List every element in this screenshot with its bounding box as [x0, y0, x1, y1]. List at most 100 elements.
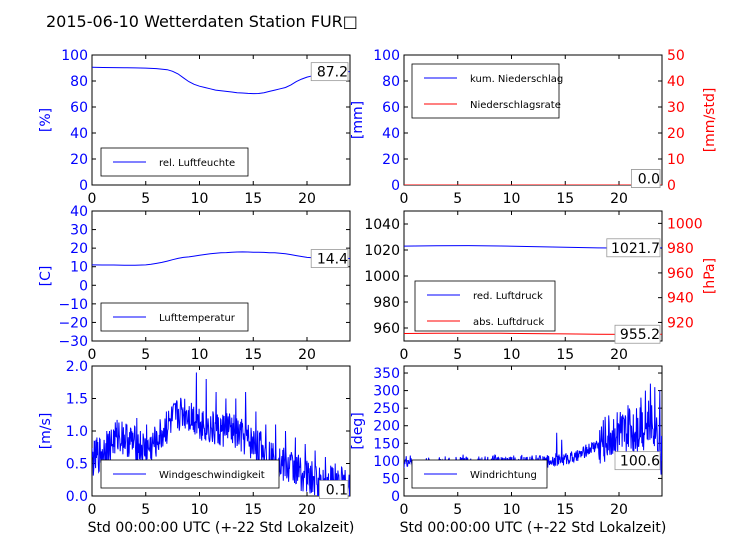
y-right-axis-label: [mm/std]: [702, 88, 718, 153]
x-tick-label: 5: [453, 502, 462, 518]
y-tick-label: 60: [70, 100, 88, 116]
panel-2: 0 5 10 15 20 0 20 40 60 80 100 0 10 20 30 40 50 [mm] [mm/s…: [350, 48, 718, 207]
y-right-tick-label: 10: [667, 152, 685, 168]
y-tick-label: 30: [70, 223, 88, 239]
y-axis-label: [%]: [38, 108, 54, 132]
y-tick-label: 200: [373, 419, 400, 435]
legend-box: [100, 302, 249, 332]
x-tick-label: 10: [191, 347, 209, 363]
legend-label: Windrichtung: [470, 470, 537, 481]
y-tick-label: 0: [391, 178, 400, 194]
y-tick-label: 10: [70, 260, 88, 276]
x-tick-label: 0: [88, 191, 97, 207]
last-value-box: [310, 62, 349, 82]
series-line-1: [92, 66, 350, 95]
legend-label: red. Luftdruck: [473, 291, 543, 302]
legend-box: [414, 280, 556, 332]
panel-4: 0 5 10 15 20 960 980 1000 1020 1040 920 940 960 980 10…: [364, 210, 718, 363]
last-value-label: 100.6: [620, 454, 660, 470]
y-right-tick-label: 980: [667, 241, 694, 257]
y-tick-label: 40: [382, 126, 400, 142]
y-right-tick-label: 50: [667, 48, 685, 64]
x-tick-label: 15: [556, 502, 574, 518]
legend: kum. Niederschlag Niederschlagsrate: [411, 63, 563, 119]
x-tick-label: 20: [298, 502, 316, 518]
y-tick-label: 1020: [364, 243, 400, 259]
last-value-label: 1021.7: [611, 241, 660, 257]
last-value-box: [614, 451, 661, 471]
y-tick-label: 20: [70, 241, 88, 257]
legend-label: abs. Luftdruck: [473, 317, 544, 328]
legend-label: Niederschlagsrate: [470, 100, 561, 111]
series-line-1: [92, 372, 350, 496]
x-tick-label: 20: [298, 191, 316, 207]
y-tick-label: 350: [373, 366, 400, 382]
y-tick-label: 0: [391, 489, 400, 505]
x-tick-label: 0: [400, 191, 409, 207]
y-axis-label: [C]: [38, 266, 54, 287]
x-tick-label: 15: [244, 502, 262, 518]
last-value-box: [614, 324, 661, 344]
y-tick-label: 1.0: [66, 424, 88, 440]
last-value-label: 0.0: [638, 172, 660, 188]
legend: red. Luftdruck abs. Luftdruck: [414, 280, 556, 332]
legend-label: Windgeschwindigkeit: [159, 470, 265, 481]
x-tick-label: 15: [556, 191, 574, 207]
y-tick-label: 0: [79, 278, 88, 294]
y-axis-label: [deg]: [350, 412, 366, 449]
y-tick-label: 0: [79, 178, 88, 194]
x-tick-label: 5: [453, 347, 462, 363]
y-tick-label: 100: [373, 454, 400, 470]
y-tick-label: 980: [373, 295, 400, 311]
y-tick-label: −30: [58, 334, 88, 350]
y-tick-label: 100: [373, 48, 400, 64]
legend-box: [100, 147, 249, 177]
x-tick-label: 20: [610, 191, 628, 207]
x-tick-label: 15: [244, 347, 262, 363]
x-tick-label: 5: [141, 502, 150, 518]
y-right-tick-label: 30: [667, 100, 685, 116]
y-tick-label: 40: [70, 126, 88, 142]
x-tick-label: 20: [610, 347, 628, 363]
y-right-tick-label: 940: [667, 291, 694, 307]
y-right-tick-label: 960: [667, 266, 694, 282]
series-line-1: [92, 251, 350, 266]
x-tick-label: 10: [503, 347, 521, 363]
y-tick-label: 100: [61, 48, 88, 64]
y-tick-label: 80: [382, 74, 400, 90]
y-tick-label: 1000: [364, 269, 400, 285]
x-tick-label: 10: [503, 502, 521, 518]
x-tick-label: 0: [400, 502, 409, 518]
legend-box: [411, 63, 560, 119]
legend: Windgeschwindigkeit: [100, 459, 280, 489]
x-tick-label: 20: [610, 502, 628, 518]
y-tick-label: 20: [382, 152, 400, 168]
x-axis-label: Std 00:00:00 UTC (+-22 Std Lokalzeit): [400, 520, 667, 536]
last-value-box: [606, 238, 661, 258]
x-tick-label: 10: [503, 191, 521, 207]
y-right-axis-label: [hPa]: [702, 258, 718, 294]
y-tick-label: 960: [373, 321, 400, 337]
y-right-tick-label: 920: [667, 315, 694, 331]
last-value-label: 87.2: [317, 65, 348, 81]
legend-label: rel. Luftfeuchte: [159, 158, 235, 169]
y-tick-label: 0.5: [66, 457, 88, 473]
panel-3: 0 5 10 15 20 −30 −20 −10 0 10 20 30 40 [C] Lufttempera…: [38, 204, 351, 363]
x-axis-label: Std 00:00:00 UTC (+-22 Std Lokalzeit): [88, 520, 355, 536]
y-tick-label: 1040: [364, 217, 400, 233]
y-tick-label: 50: [382, 471, 400, 487]
panel-1: 0 5 10 15 20 0 20 40 60 80 100 [%] rel. Luftfeuchte 8…: [38, 48, 351, 207]
x-tick-label: 15: [244, 191, 262, 207]
legend: Windrichtung: [411, 459, 548, 489]
y-right-tick-label: 40: [667, 74, 685, 90]
x-tick-label: 5: [453, 191, 462, 207]
y-tick-label: 40: [70, 204, 88, 220]
last-value-label: 14.4: [317, 252, 348, 268]
legend: rel. Luftfeuchte: [100, 147, 249, 177]
y-tick-label: −20: [58, 315, 88, 331]
y-tick-label: 1.5: [66, 392, 88, 408]
y-tick-label: 250: [373, 401, 400, 417]
x-tick-label: 0: [400, 347, 409, 363]
legend: Lufttemperatur: [100, 302, 249, 332]
x-tick-label: 5: [141, 191, 150, 207]
